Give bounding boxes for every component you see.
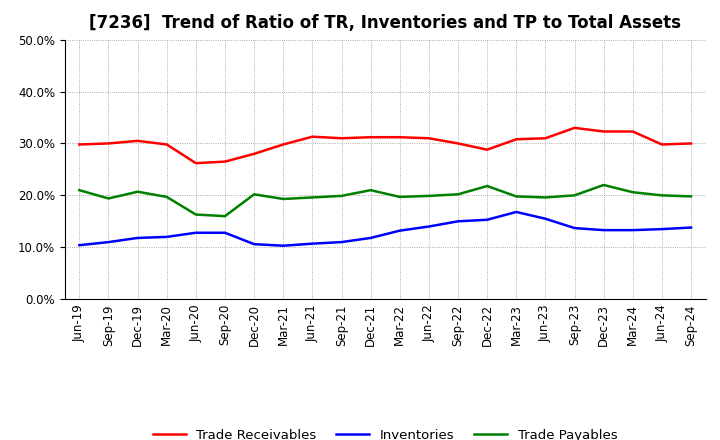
Trade Receivables — [425, 136, 433, 141]
Inventories — [570, 225, 579, 231]
Inventories — [279, 243, 287, 248]
Trade Payables — [512, 194, 521, 199]
Trade Payables — [192, 212, 200, 217]
Trade Payables — [133, 189, 142, 194]
Trade Payables — [425, 193, 433, 198]
Trade Receivables — [192, 161, 200, 166]
Inventories — [454, 219, 462, 224]
Trade Receivables — [599, 129, 608, 134]
Trade Receivables — [657, 142, 666, 147]
Inventories — [75, 242, 84, 248]
Trade Payables — [308, 195, 317, 200]
Trade Payables — [629, 190, 637, 195]
Line: Trade Payables: Trade Payables — [79, 185, 691, 216]
Trade Payables — [337, 193, 346, 198]
Inventories — [250, 242, 258, 247]
Inventories — [308, 241, 317, 246]
Trade Payables — [395, 194, 404, 200]
Line: Trade Receivables: Trade Receivables — [79, 128, 691, 163]
Trade Receivables — [163, 142, 171, 147]
Trade Receivables — [250, 151, 258, 157]
Trade Payables — [279, 196, 287, 202]
Trade Receivables — [337, 136, 346, 141]
Trade Payables — [220, 213, 229, 219]
Inventories — [366, 235, 375, 241]
Inventories — [657, 227, 666, 232]
Trade Receivables — [308, 134, 317, 139]
Trade Payables — [366, 187, 375, 193]
Trade Payables — [454, 192, 462, 197]
Trade Payables — [657, 193, 666, 198]
Inventories — [192, 230, 200, 235]
Inventories — [163, 234, 171, 239]
Trade Payables — [541, 195, 550, 200]
Trade Receivables — [220, 159, 229, 164]
Trade Receivables — [687, 141, 696, 146]
Inventories — [337, 239, 346, 245]
Title: [7236]  Trend of Ratio of TR, Inventories and TP to Total Assets: [7236] Trend of Ratio of TR, Inventories… — [89, 15, 681, 33]
Trade Receivables — [570, 125, 579, 131]
Inventories — [425, 224, 433, 229]
Trade Payables — [687, 194, 696, 199]
Trade Receivables — [629, 129, 637, 134]
Inventories — [512, 209, 521, 215]
Inventories — [599, 227, 608, 233]
Inventories — [133, 235, 142, 241]
Trade Payables — [163, 194, 171, 200]
Trade Receivables — [366, 135, 375, 140]
Line: Inventories: Inventories — [79, 212, 691, 246]
Inventories — [395, 228, 404, 233]
Inventories — [687, 225, 696, 230]
Inventories — [220, 230, 229, 235]
Trade Receivables — [279, 142, 287, 147]
Trade Payables — [483, 183, 492, 189]
Trade Payables — [599, 182, 608, 187]
Trade Payables — [570, 193, 579, 198]
Trade Receivables — [75, 142, 84, 147]
Trade Receivables — [512, 137, 521, 142]
Trade Receivables — [104, 141, 113, 146]
Trade Payables — [75, 187, 84, 193]
Trade Receivables — [454, 141, 462, 146]
Trade Payables — [104, 196, 113, 201]
Legend: Trade Receivables, Inventories, Trade Payables: Trade Receivables, Inventories, Trade Pa… — [146, 422, 624, 440]
Inventories — [104, 239, 113, 245]
Inventories — [541, 216, 550, 221]
Trade Receivables — [483, 147, 492, 152]
Inventories — [629, 227, 637, 233]
Trade Receivables — [541, 136, 550, 141]
Trade Receivables — [133, 138, 142, 143]
Trade Receivables — [395, 135, 404, 140]
Trade Payables — [250, 192, 258, 197]
Inventories — [483, 217, 492, 222]
